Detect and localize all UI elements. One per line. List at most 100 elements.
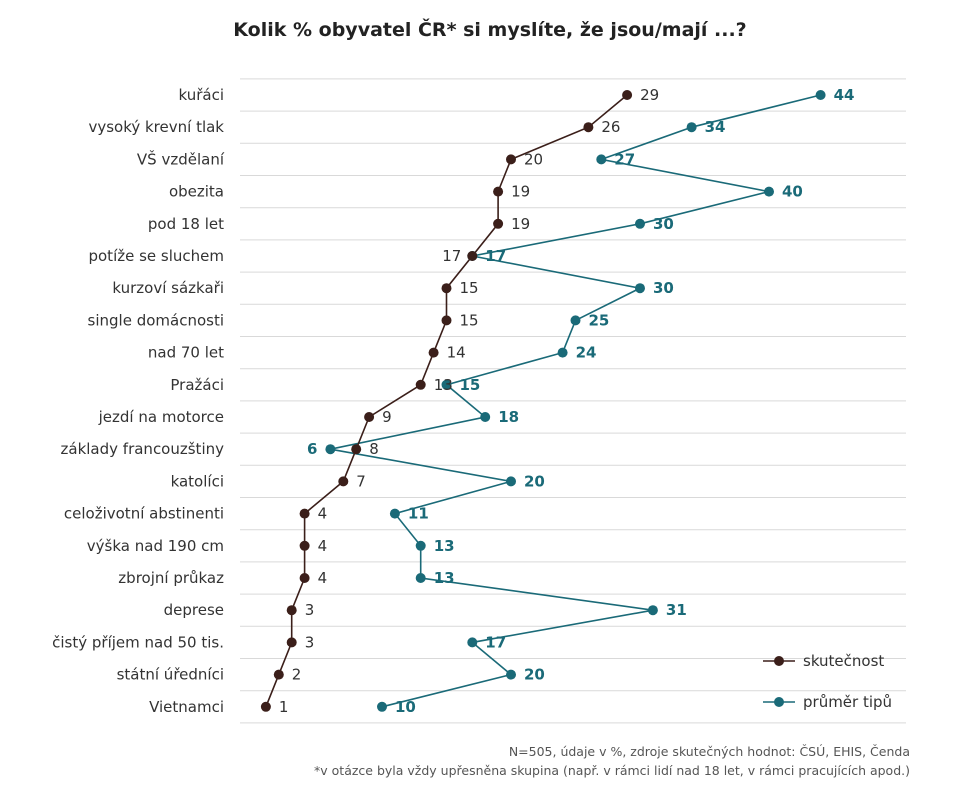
legend-swatch-marker (774, 697, 784, 707)
category-label: nad 70 let (148, 344, 224, 362)
data-label-actual: 13 (434, 376, 453, 394)
point-actual (428, 347, 439, 358)
data-label-guess: 20 (524, 472, 545, 490)
data-label-guess: 30 (653, 279, 674, 297)
category-label: výška nad 190 cm (87, 537, 224, 555)
point-actual (415, 379, 426, 390)
footnote: *v otázce byla vždy upřesněna skupina (n… (314, 763, 910, 778)
category-label: celoživotní abstinenti (64, 505, 224, 523)
data-label-guess: 17 (485, 247, 506, 265)
point-actual (260, 701, 271, 712)
point-actual (273, 669, 284, 680)
data-label-actual: 4 (318, 505, 328, 523)
category-label: single domácnosti (88, 311, 224, 329)
data-label-actual: 15 (460, 311, 479, 329)
legend-swatch-marker (774, 656, 784, 666)
series-lines (265, 94, 821, 708)
data-label-actual: 1 (279, 698, 289, 716)
point-guess (415, 540, 426, 551)
point-actual (299, 508, 310, 519)
legend: skutečnost průměr tipů (763, 652, 892, 711)
point-actual (351, 444, 362, 455)
chart-title: Kolik % obyvatel ČR* si myslíte, že jsou… (233, 17, 746, 41)
point-actual (441, 315, 452, 326)
data-label-guess: 10 (395, 698, 416, 716)
data-label-actual: 9 (382, 408, 392, 426)
point-guess (647, 605, 658, 616)
data-label-actual: 4 (318, 569, 328, 587)
data-label-guess: 25 (589, 311, 610, 329)
point-guess (764, 186, 774, 197)
point-guess (480, 412, 491, 422)
category-label: zbrojní průkaz (118, 569, 224, 587)
point-guess (506, 669, 516, 680)
point-actual (467, 251, 478, 261)
data-label-guess: 20 (524, 666, 545, 684)
point-actual (286, 637, 297, 648)
data-label-actual: 2 (292, 666, 302, 684)
data-label-actual: 7 (356, 472, 366, 490)
point-guess (686, 122, 697, 133)
data-label-guess: 15 (460, 376, 481, 394)
data-label-actual: 29 (640, 86, 659, 104)
data-label-guess: 31 (666, 601, 687, 619)
point-actual (493, 186, 504, 197)
point-guess (557, 347, 568, 358)
point-actual (299, 540, 310, 551)
category-label: čistý příjem nad 50 tis. (52, 633, 224, 651)
category-label: základy francouzštiny (61, 440, 225, 458)
point-guess (441, 379, 452, 390)
point-guess (377, 701, 387, 712)
category-label: pod 18 let (148, 215, 224, 233)
point-actual (299, 573, 310, 583)
data-label-guess: 34 (705, 118, 726, 136)
data-label-guess: 24 (576, 344, 597, 362)
series-line-actual (265, 94, 628, 708)
category-labels: kuřáci vysoký krevní tlak VŠ vzdělaní obezi… (52, 86, 225, 716)
data-label-actual: 4 (318, 537, 328, 555)
category-label: jezdí na motorce (98, 408, 224, 426)
point-guess (325, 444, 336, 455)
point-actual (493, 218, 504, 229)
point-actual (441, 283, 452, 294)
point-guess (506, 476, 516, 487)
data-label-guess: 6 (307, 440, 317, 458)
point-guess (389, 508, 400, 519)
data-label-guess: 11 (408, 505, 429, 523)
point-guess (635, 283, 645, 294)
category-label: obezita (169, 183, 224, 201)
point-guess (415, 573, 426, 583)
category-label: vysoký krevní tlak (88, 118, 224, 136)
point-guess (815, 90, 826, 100)
category-label: kurzoví sázkaři (112, 279, 224, 297)
data-label-actual: 3 (305, 633, 315, 651)
point-actual (338, 476, 349, 487)
point-actual (286, 605, 297, 616)
data-label-actual: 3 (305, 601, 315, 619)
point-actual (583, 122, 594, 133)
data-label-actual: 15 (460, 279, 479, 297)
point-guess (467, 637, 478, 648)
category-label: státní úředníci (117, 666, 224, 684)
data-points (260, 90, 826, 712)
data-label-guess: 17 (485, 633, 506, 651)
category-label: deprese (164, 601, 224, 619)
data-label-actual: 17 (442, 247, 461, 265)
category-label: Vietnamci (149, 698, 224, 716)
legend-label: skutečnost (803, 652, 884, 670)
data-label-actual: 26 (601, 118, 620, 136)
data-label-actual: 19 (511, 183, 530, 201)
point-actual (506, 154, 516, 165)
point-actual (622, 90, 633, 100)
point-guess (570, 315, 581, 326)
category-label: kuřáci (178, 86, 224, 104)
data-label-guess: 27 (614, 150, 635, 168)
point-guess (596, 154, 607, 165)
data-label-actual: 8 (369, 440, 379, 458)
data-label-guess: 30 (653, 215, 674, 233)
source-note: N=505, údaje v %, zdroje skutečných hodn… (509, 744, 910, 759)
point-actual (364, 412, 375, 422)
category-label: VŠ vzdělaní (137, 149, 225, 168)
category-label: Pražáci (170, 376, 224, 394)
